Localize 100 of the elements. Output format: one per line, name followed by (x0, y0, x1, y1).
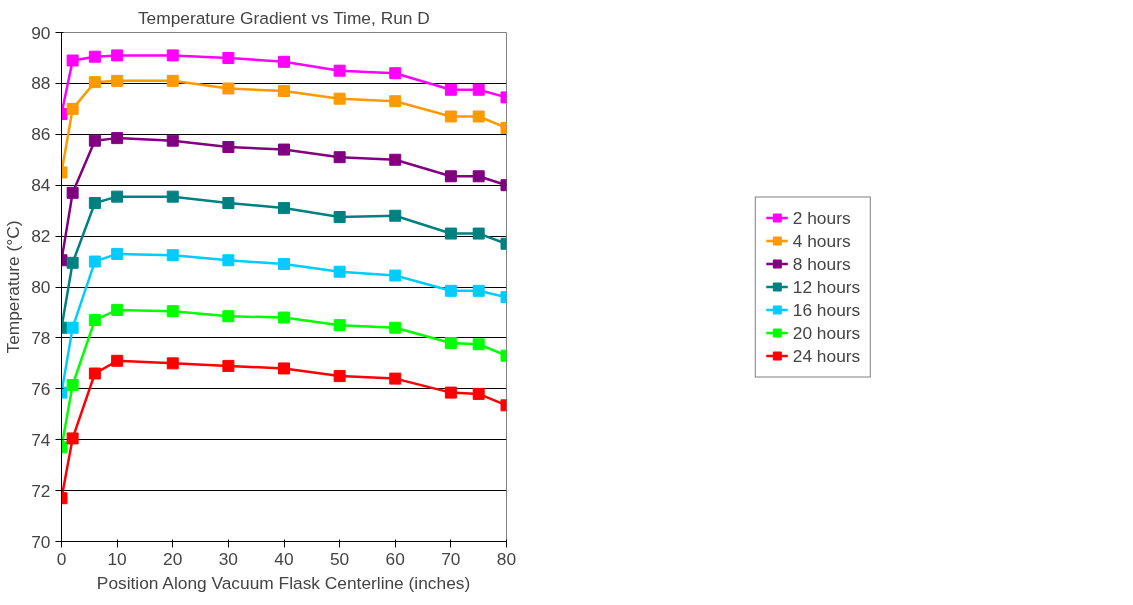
point (389, 95, 402, 108)
point (472, 227, 485, 240)
point (166, 190, 179, 203)
point (472, 284, 485, 297)
point (66, 54, 79, 67)
point (166, 49, 179, 62)
legend-label: 8 hours (792, 253, 851, 274)
y-axis-title: Temperature (°C) (3, 220, 24, 354)
point (222, 310, 235, 323)
point (389, 67, 402, 80)
y-tick-label: 82 (31, 226, 51, 247)
point (278, 55, 290, 68)
point (111, 132, 124, 145)
x-tick-label: 0 (56, 548, 67, 569)
point (444, 336, 457, 349)
point (66, 432, 79, 445)
point (166, 305, 179, 318)
point (389, 153, 402, 166)
y-tick-label: 76 (31, 378, 51, 399)
point (66, 102, 79, 115)
point (472, 110, 485, 123)
point (88, 367, 101, 380)
y-tick-label: 80 (31, 277, 51, 297)
point (222, 141, 235, 154)
x-axis-title: Position Along Vacuum Flask Centerline (inches) (96, 572, 471, 593)
point (222, 359, 235, 372)
x-tick-label: 70 (441, 548, 461, 569)
point (472, 83, 485, 96)
point (333, 319, 346, 332)
point (333, 370, 346, 383)
legend-label: 12 hours (792, 276, 861, 297)
point (222, 197, 235, 210)
point (278, 311, 290, 324)
x-tick-label: 60 (385, 548, 405, 569)
point (166, 249, 179, 262)
chart-title: Temperature Gradient vs Time, Run D (137, 7, 430, 28)
x-tick-label: 20 (163, 548, 183, 569)
point (278, 143, 290, 156)
point (111, 190, 124, 203)
x-tick-label: 10 (107, 548, 127, 569)
legend-label: 24 hours (792, 345, 861, 366)
y-tick-label: 74 (31, 429, 51, 450)
point (88, 50, 101, 63)
point (111, 49, 124, 62)
point (333, 151, 346, 164)
point (111, 247, 124, 260)
x-tick-label: 40 (274, 548, 294, 569)
point (88, 76, 101, 89)
x-tick-label: 30 (218, 548, 239, 569)
point (389, 372, 402, 385)
point (278, 362, 290, 375)
x-tick-label: 50 (329, 548, 350, 569)
point (66, 186, 79, 199)
point (333, 211, 346, 224)
point (472, 387, 485, 400)
y-tick-label: 72 (31, 480, 51, 501)
point (111, 74, 124, 87)
point (444, 284, 457, 297)
point (111, 354, 124, 367)
y-tick-label: 84 (31, 175, 51, 196)
point (88, 197, 101, 210)
point (166, 134, 179, 147)
legend-label: 20 hours (792, 322, 861, 343)
point (66, 256, 79, 269)
point (444, 83, 457, 96)
legend-label: 16 hours (792, 299, 861, 320)
legend-label: 4 hours (792, 230, 851, 251)
point (278, 202, 290, 215)
point (389, 269, 402, 282)
point (472, 170, 485, 183)
point (389, 209, 402, 222)
y-tick-label: 88 (31, 73, 51, 94)
point (166, 74, 179, 87)
point (472, 338, 485, 351)
point (166, 357, 179, 370)
point (222, 254, 235, 267)
point (111, 303, 124, 316)
point (278, 258, 290, 271)
point (66, 378, 79, 391)
point (88, 314, 101, 327)
point (88, 255, 101, 268)
y-tick-label: 70 (31, 531, 51, 552)
point (444, 170, 457, 183)
legend-label: 2 hours (792, 207, 851, 228)
point (66, 321, 79, 334)
x-tick-label: 80 (496, 548, 517, 569)
point (444, 227, 457, 240)
point (333, 265, 346, 278)
y-tick-label: 78 (31, 327, 51, 348)
point (222, 82, 235, 95)
point (333, 64, 346, 77)
point (88, 134, 101, 147)
y-tick-label: 90 (31, 22, 51, 43)
point (444, 386, 457, 399)
point (222, 51, 235, 64)
point (444, 110, 457, 123)
point (278, 85, 290, 98)
point (333, 92, 346, 105)
y-tick-label: 86 (31, 124, 51, 145)
point (389, 321, 402, 334)
